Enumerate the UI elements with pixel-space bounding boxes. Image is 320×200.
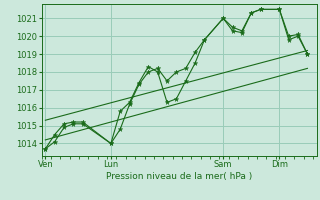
X-axis label: Pression niveau de la mer( hPa ): Pression niveau de la mer( hPa ) bbox=[106, 172, 252, 181]
